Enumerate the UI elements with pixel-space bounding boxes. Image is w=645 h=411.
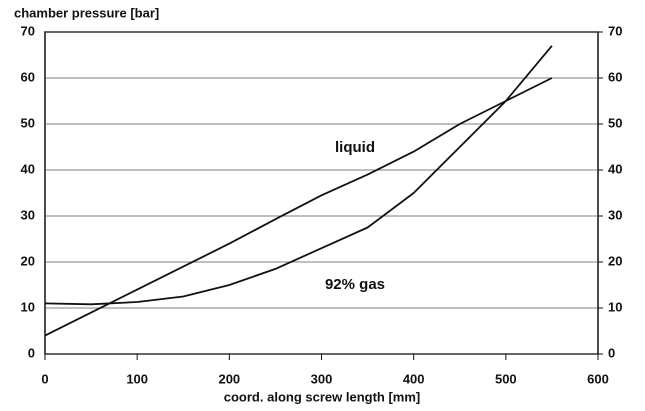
data-line [44, 77, 553, 337]
y2-tick-label: 70 [608, 23, 622, 38]
y-tick-label: 10 [21, 299, 35, 314]
y-tick-label: 30 [21, 207, 35, 222]
x-tick-label: 100 [126, 371, 148, 386]
x-tick-label: 400 [403, 371, 425, 386]
y-tick-label: 60 [21, 69, 35, 84]
y2-tick-label: 10 [608, 299, 622, 314]
series-label: liquid [335, 139, 375, 156]
x-tick-label: 0 [41, 371, 48, 386]
y2-tick-label: 20 [608, 253, 622, 268]
x-tick-label: 500 [495, 371, 517, 386]
y2-tick-label: 50 [608, 115, 622, 130]
series-label: 92% gas [325, 276, 385, 293]
y-tick-label: 70 [21, 23, 35, 38]
chart-title: chamber pressure [bar] [14, 5, 159, 20]
x-axis-label: coord. along screw length [mm] [224, 389, 420, 404]
y2-tick-label: 60 [608, 69, 622, 84]
x-tick-label: 200 [218, 371, 240, 386]
plot-frame [44, 31, 599, 355]
y2-tick-label: 40 [608, 161, 622, 176]
y-tick-label: 50 [21, 115, 35, 130]
y2-tick-label: 0 [608, 345, 615, 360]
x-tick-label: 300 [311, 371, 333, 386]
y-tick-label: 0 [28, 345, 35, 360]
y-tick-label: 40 [21, 161, 35, 176]
data-line [44, 45, 553, 306]
y2-tick-label: 30 [608, 207, 622, 222]
y-tick-label: 20 [21, 253, 35, 268]
x-tick-label: 600 [587, 371, 609, 386]
